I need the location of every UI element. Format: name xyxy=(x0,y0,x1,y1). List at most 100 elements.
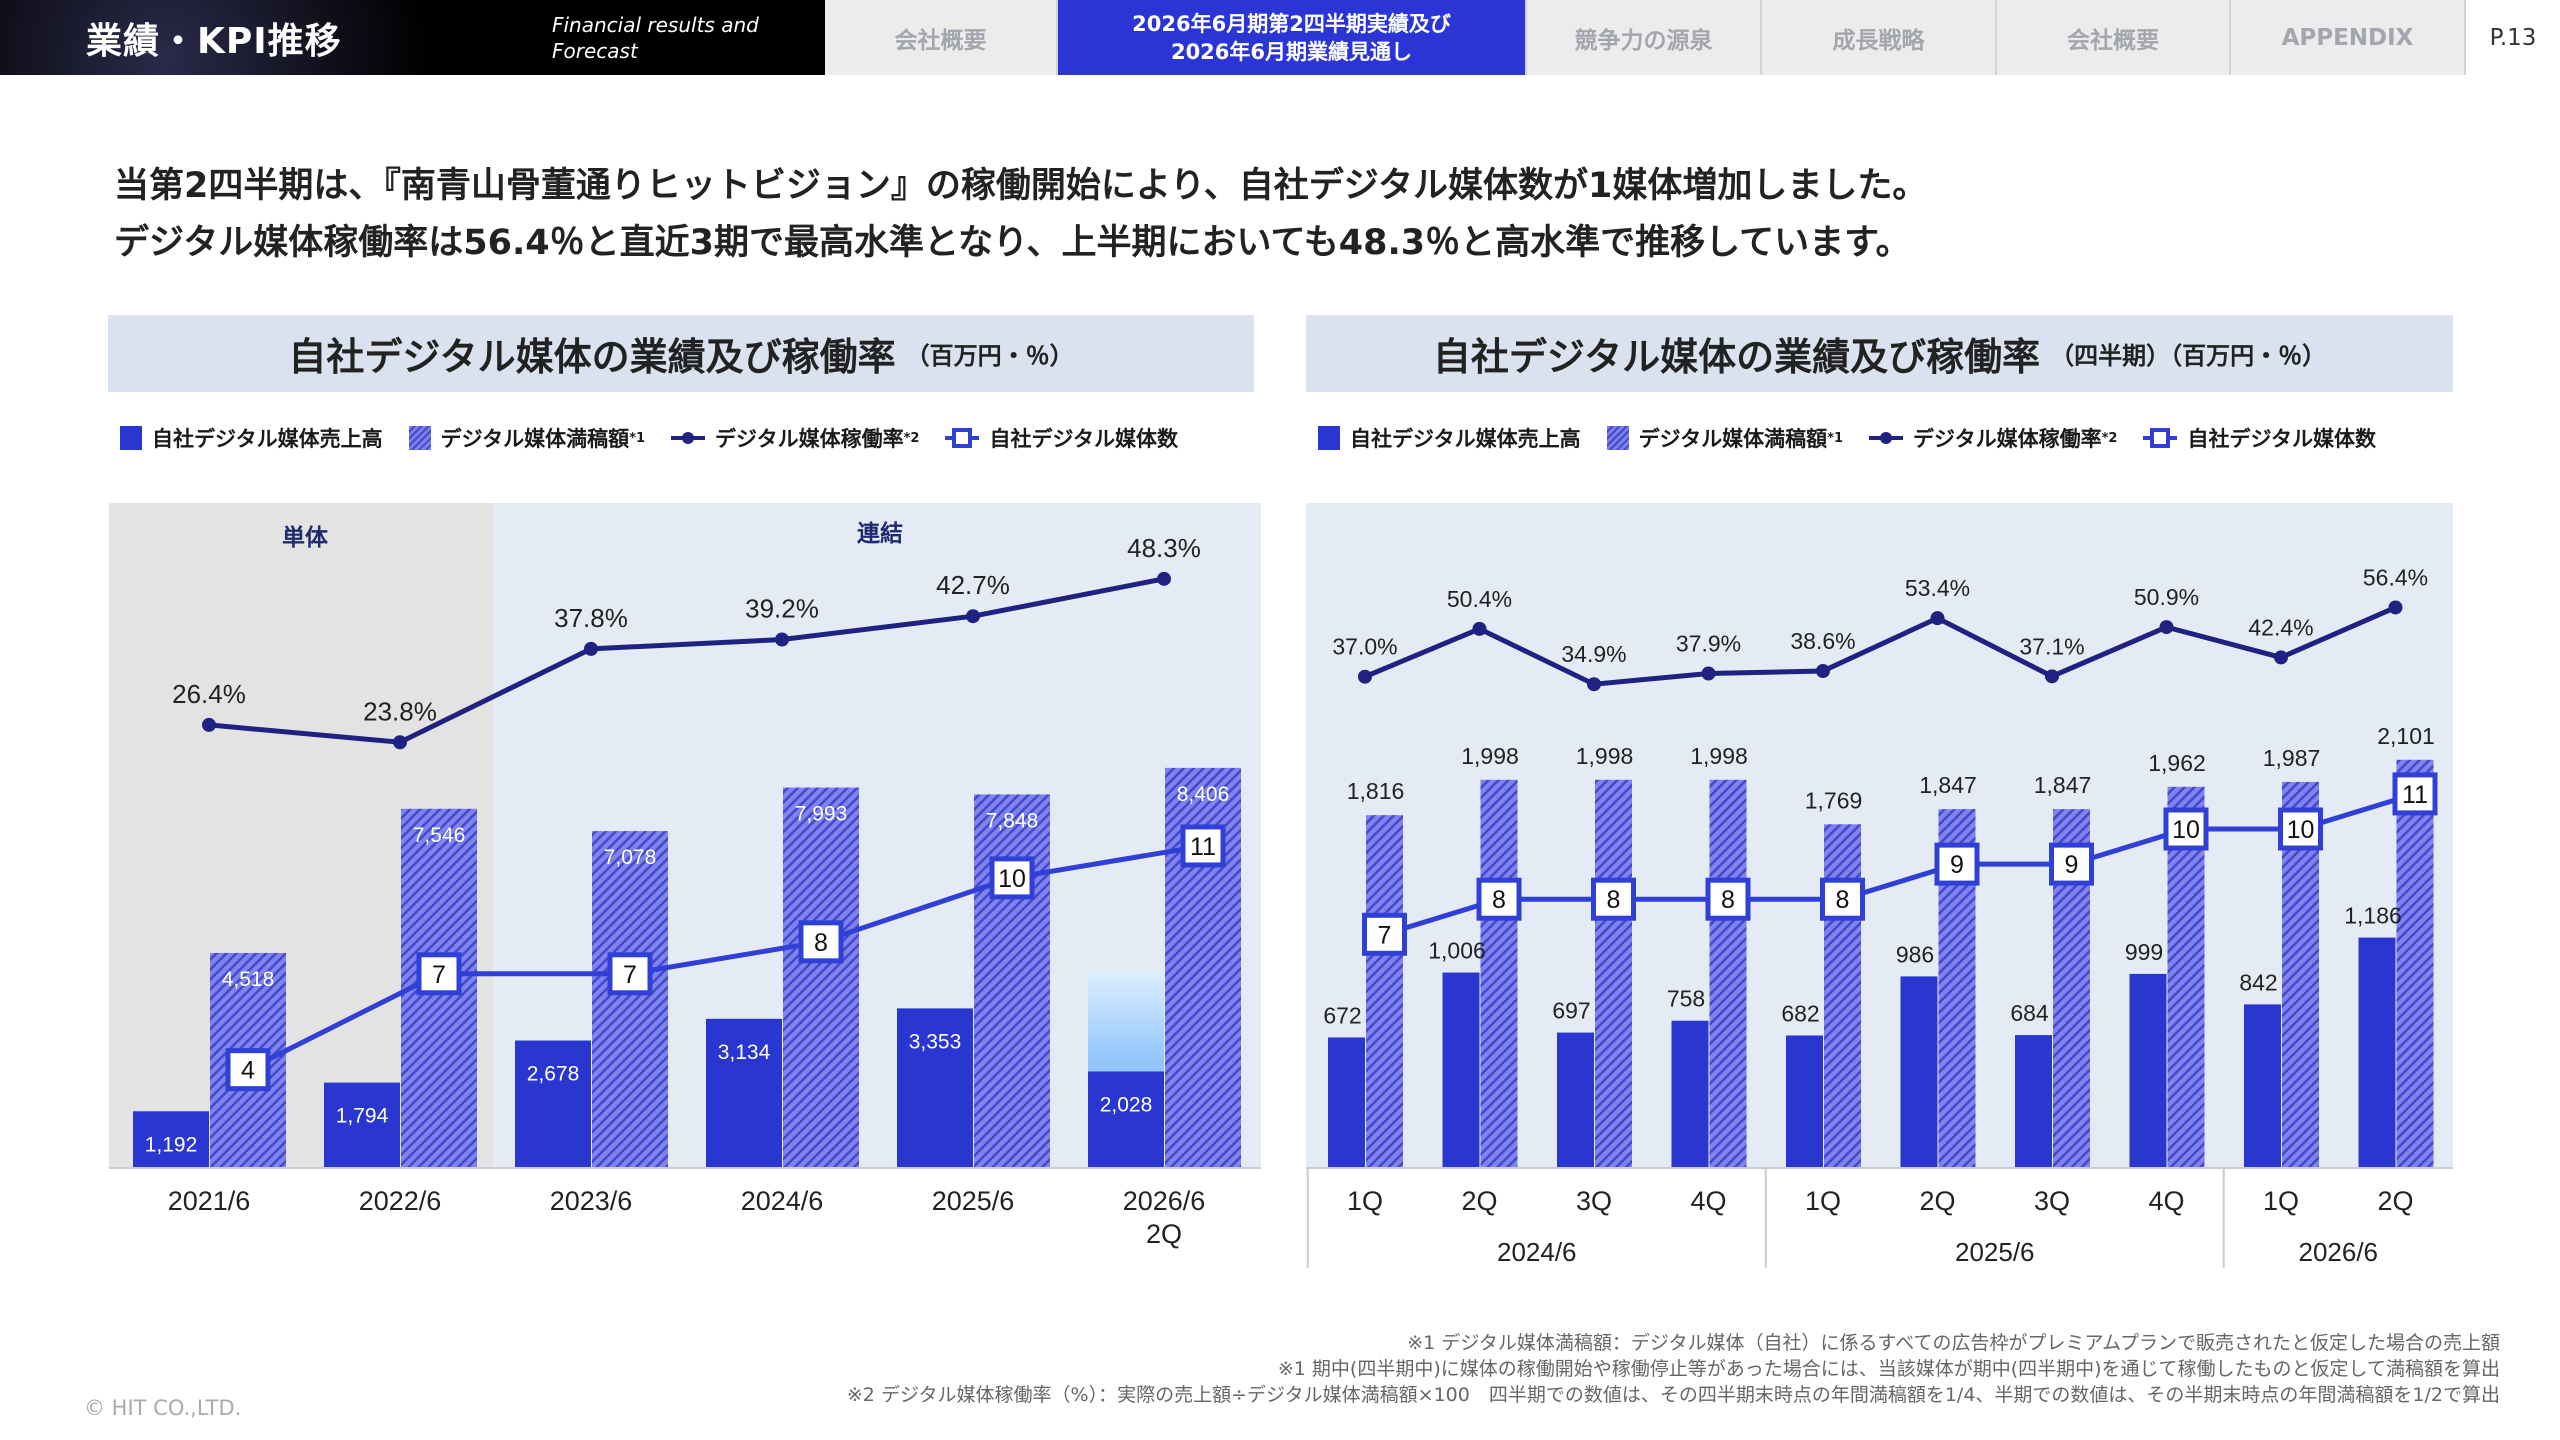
count-marker xyxy=(1180,824,1226,868)
legend-count: 自社デジタル媒体数 xyxy=(2143,423,2376,453)
rate-point xyxy=(1587,677,1601,692)
rate-label: 42.7% xyxy=(936,570,1010,600)
tab-q2-results[interactable]: 2026年6月期第2四半期実績及び 2026年6月期業績見通し xyxy=(1058,0,1527,75)
capacity-label: 7,546 xyxy=(413,824,466,847)
sales-label: 3,353 xyxy=(909,1030,962,1053)
sales-label: 682 xyxy=(1781,1000,1819,1026)
left-chart-title-text: 自社デジタル媒体の業績及び稼働率 xyxy=(288,335,896,379)
page-number: P.13 xyxy=(2466,0,2560,75)
count-marker xyxy=(1934,842,1980,886)
legend-label: デジタル媒体満稿額 xyxy=(440,427,630,451)
rate-point xyxy=(775,632,789,647)
x-tick-label: 2025/6 xyxy=(932,1186,1015,1216)
region-label-standalone: 単体 xyxy=(282,524,329,550)
count-label: 7 xyxy=(432,961,446,989)
x-tick-label: 4Q xyxy=(1690,1186,1726,1216)
legend-note: *2 xyxy=(2101,430,2118,446)
capacity-bar xyxy=(2396,759,2434,1168)
legend-label: デジタル媒体稼働率 xyxy=(1913,427,2102,451)
capacity-bar xyxy=(783,787,859,1168)
count-marker xyxy=(2392,772,2438,816)
count-marker xyxy=(1820,877,1865,921)
sales-label: 697 xyxy=(1552,998,1590,1024)
x-group-label: 2024/6 xyxy=(1497,1237,1577,1267)
left-legend: 自社デジタル媒体売上高 デジタル媒体満稿額 *1 デジタル媒体稼働率 *2 自社デジ… xyxy=(120,423,1204,453)
x-tick-label: 2Q xyxy=(1919,1186,1955,1216)
rate-point xyxy=(584,641,598,656)
count-label: 10 xyxy=(998,865,1026,893)
tab-appendix[interactable]: APPENDIX xyxy=(2231,0,2466,75)
sales-label: 672 xyxy=(1323,1002,1361,1028)
footnote-2: ※1 期中(四半期中)に媒体の稼働開始や稼働停止等があった場合には、当該媒体が期… xyxy=(1277,1358,2500,1380)
rate-label: 50.9% xyxy=(2134,584,2199,610)
sales-label: 2,678 xyxy=(527,1063,580,1086)
x-tick-label: 4Q xyxy=(2148,1186,2184,1216)
rate-label: 50.4% xyxy=(1447,586,1512,612)
sales-label: 1,186 xyxy=(2344,903,2402,929)
legend-label: 自社デジタル媒体売上高 xyxy=(152,427,383,451)
rate-label: 42.4% xyxy=(2248,614,2313,640)
rate-point xyxy=(1157,571,1171,586)
capacity-label: 1,987 xyxy=(2263,745,2321,771)
sales-label: 3,134 xyxy=(718,1041,771,1064)
rate-point xyxy=(1816,663,1830,678)
capacity-label: 1,998 xyxy=(1461,743,1519,769)
footnotes: ※1 デジタル媒体満稿額：デジタル媒体（自社）に係るすべての広告枠がプレミアムプ… xyxy=(847,1330,2500,1408)
count-marker xyxy=(1591,877,1636,921)
header: 業績・KPI推移 Financial results and Forecast … xyxy=(0,0,2560,75)
tab-competitiveness[interactable]: 競争力の源泉 xyxy=(1527,0,1762,75)
tab-growth-strategy[interactable]: 成長戦略 xyxy=(1762,0,1997,75)
sales-bar xyxy=(515,1040,591,1168)
x-tick-label: 2023/6 xyxy=(550,1186,633,1216)
sales-bar xyxy=(2015,1035,2052,1168)
sales-bar xyxy=(133,1111,209,1168)
sales-label: 999 xyxy=(2125,939,2163,965)
tab-company-overview[interactable]: 会社概要 xyxy=(825,0,1058,75)
legend-capacity: デジタル媒体満稿額 *1 xyxy=(408,423,645,453)
rate-point xyxy=(1472,621,1487,636)
intro-line-2: デジタル媒体稼働率は56.4％と直近3期で最高水準となり、上半期においても48.… xyxy=(114,223,1911,263)
sales-bar xyxy=(1900,976,1938,1168)
right-chart-unit: （四半期）（百万円・％） xyxy=(2050,342,2327,370)
x-tick-label: 1Q xyxy=(1805,1186,1841,1216)
count-marker xyxy=(607,952,653,996)
capacity-label: 1,998 xyxy=(1690,743,1748,769)
capacity-bar xyxy=(1366,815,1403,1168)
legend-label: デジタル媒体稼働率 xyxy=(715,427,904,451)
legend-sales: 自社デジタル媒体売上高 xyxy=(1318,423,1581,453)
x-group-label: 2026/6 xyxy=(2298,1237,2378,1267)
capacity-label: 1,769 xyxy=(1805,787,1863,813)
count-label: 8 xyxy=(814,929,828,957)
sales-bar xyxy=(1328,1037,1365,1168)
sales-label: 1,006 xyxy=(1428,938,1486,964)
capacity-label: 7,993 xyxy=(795,803,848,826)
rate-label: 53.4% xyxy=(1905,575,1970,601)
capacity-bar xyxy=(1709,779,1747,1168)
count-label: 4 xyxy=(241,1057,255,1085)
rate-label: 37.8% xyxy=(554,603,628,633)
intro-text: 当第2四半期は、『南青山骨董通りヒットビジョン』の稼働開始により、自社デジタル媒… xyxy=(114,158,1927,272)
rate-label: 26.4% xyxy=(172,679,246,709)
rate-point xyxy=(1358,669,1372,684)
legend-capacity: デジタル媒体満稿額 *1 xyxy=(1606,423,1843,453)
capacity-label: 7,078 xyxy=(604,846,657,869)
count-label: 9 xyxy=(1950,851,1964,879)
hatched-swatch-icon xyxy=(408,426,431,450)
count-marker xyxy=(416,952,462,996)
tab-company-overview-2[interactable]: 会社概要 xyxy=(1997,0,2231,75)
line-dot-icon xyxy=(1869,432,1904,444)
legend-label: 自社デジタル媒体数 xyxy=(2187,427,2377,451)
count-marker xyxy=(1705,877,1751,921)
x-group-label: 2025/6 xyxy=(1955,1237,2035,1267)
legend-sales: 自社デジタル媒体売上高 xyxy=(120,423,383,453)
capacity-bar xyxy=(1595,779,1632,1168)
sales-bar xyxy=(1557,1032,1594,1168)
line-dot-icon xyxy=(671,432,706,444)
count-marker xyxy=(1362,912,1407,956)
sales-label: 2,028 xyxy=(1100,1093,1153,1116)
sales-label: 986 xyxy=(1896,941,1934,967)
rate-label: 37.0% xyxy=(1332,634,1397,660)
x-tick-label: 3Q xyxy=(1576,1186,1612,1216)
capacity-label: 1,847 xyxy=(2034,772,2092,798)
